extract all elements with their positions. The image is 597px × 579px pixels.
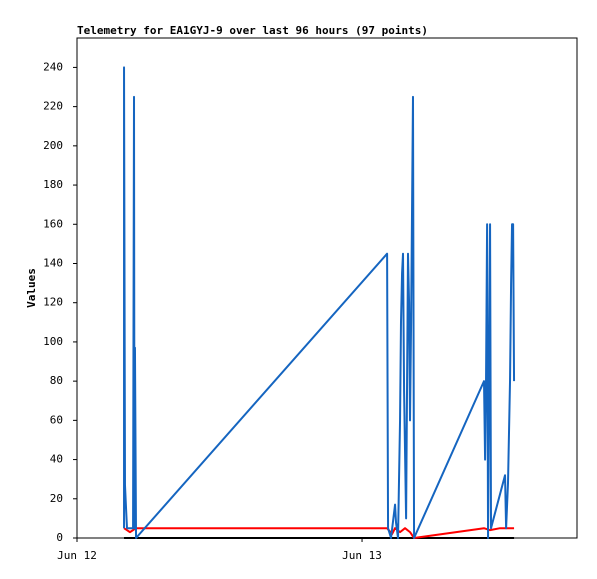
x-tick-label: Jun 12 bbox=[57, 549, 97, 562]
y-tick-label: 60 bbox=[50, 413, 63, 426]
y-axis-label: Values bbox=[25, 268, 38, 308]
y-tick-label: 40 bbox=[50, 453, 63, 466]
y-tick-label: 20 bbox=[50, 492, 63, 505]
series-line bbox=[123, 66, 516, 539]
y-tick-label: 240 bbox=[43, 60, 63, 73]
y-tick-label: 0 bbox=[56, 531, 63, 544]
chart-title: Telemetry for EA1GYJ-9 over last 96 hour… bbox=[77, 24, 428, 37]
y-tick-label: 140 bbox=[43, 256, 63, 269]
x-tick-label: Jun 13 bbox=[342, 549, 382, 562]
y-tick-label: 80 bbox=[50, 374, 63, 387]
y-tick-label: 180 bbox=[43, 178, 63, 191]
y-tick-label: 220 bbox=[43, 100, 63, 113]
y-tick-label: 200 bbox=[43, 139, 63, 152]
y-tick-label: 160 bbox=[43, 217, 63, 230]
y-tick-label: 120 bbox=[43, 296, 63, 309]
y-tick-label: 100 bbox=[43, 335, 63, 348]
plot-area bbox=[76, 37, 578, 539]
